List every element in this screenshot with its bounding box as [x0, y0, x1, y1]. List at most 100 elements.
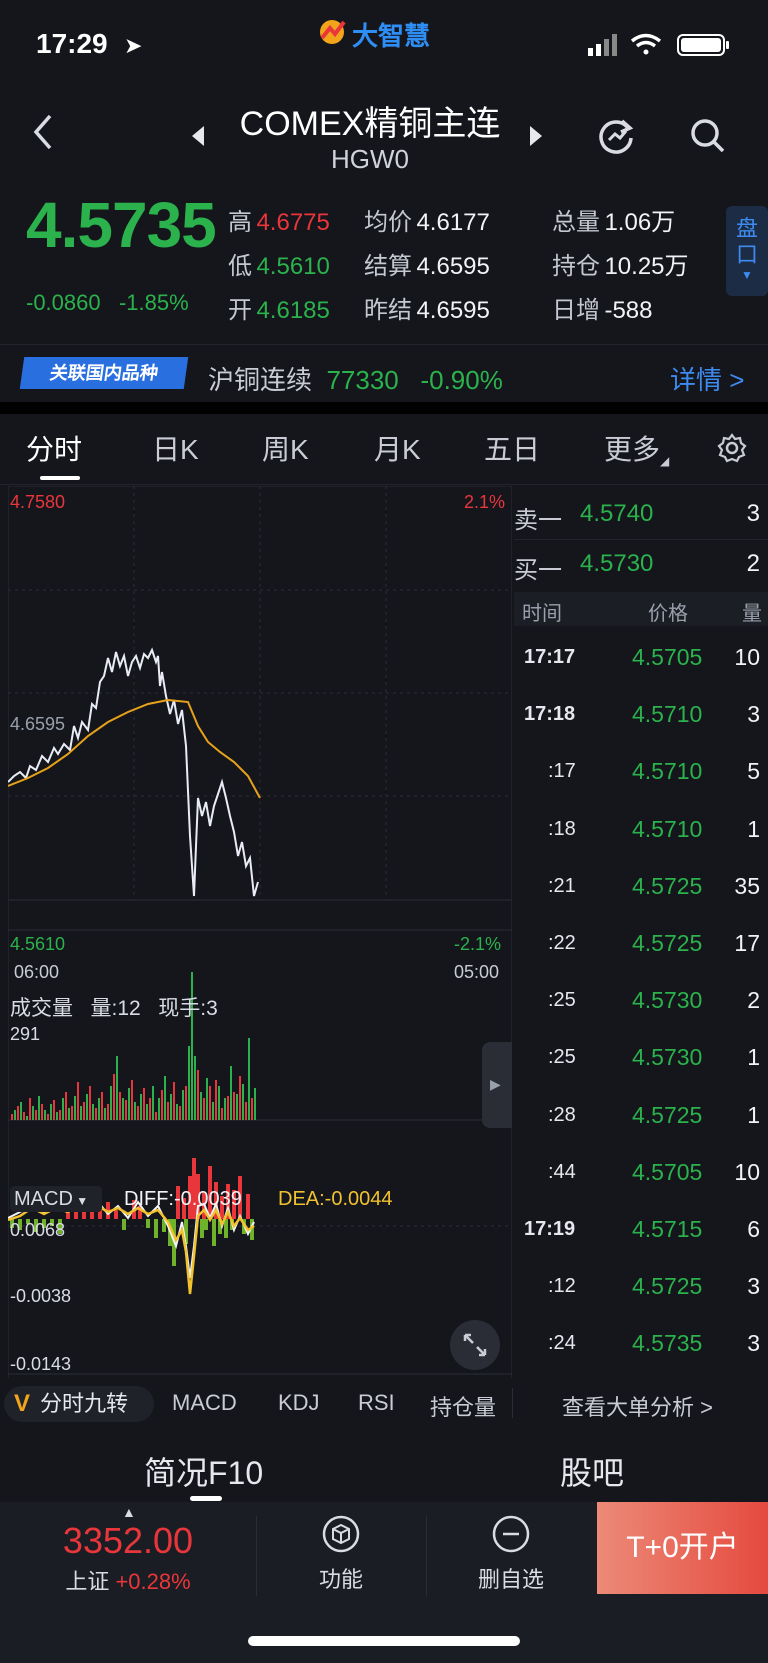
- avg-value: 4.6177: [416, 209, 490, 236]
- low-label: 低: [228, 253, 252, 280]
- macd-diff-value: DIFF:-0.0039: [124, 1188, 242, 1210]
- nine-turn-button[interactable]: V 分时九转: [4, 1386, 154, 1422]
- tick-price: 4.5730: [632, 987, 703, 1014]
- macd-dea-value: DEA:-0.0044: [278, 1188, 393, 1210]
- chart-settings-button[interactable]: [716, 432, 748, 469]
- bid-price: 4.5730: [580, 550, 654, 577]
- back-button[interactable]: [30, 112, 54, 163]
- contract-title: COMEX精铜主连: [239, 105, 501, 143]
- tab-daily-k[interactable]: 日K: [152, 434, 199, 465]
- refresh-button[interactable]: [596, 116, 636, 161]
- wifi-icon: [630, 33, 662, 55]
- tick-row: :25 4.5730 2: [514, 975, 768, 1032]
- function-button[interactable]: 功能: [256, 1512, 426, 1596]
- remove-watchlist-label: 删自选: [477, 1567, 544, 1592]
- tick-row: :24 4.5735 3: [514, 1318, 768, 1375]
- section-tab-indicator: [190, 1496, 222, 1501]
- tab-forum[interactable]: 股吧: [560, 1455, 625, 1491]
- price-change: -0.0860 -1.85%: [26, 290, 189, 316]
- indicator-macd[interactable]: MACD: [172, 1390, 237, 1415]
- volume-max: 291: [10, 1024, 41, 1044]
- tick-price: 4.5710: [632, 758, 703, 785]
- oi-field: 持仓 10.25万: [552, 246, 689, 281]
- search-button[interactable]: [688, 116, 728, 161]
- bid-qty: 2: [746, 550, 760, 577]
- tick-row: :18 4.5710 1: [514, 804, 768, 861]
- open-account-button[interactable]: T+0开户: [597, 1502, 768, 1594]
- tick-time: :22: [548, 932, 576, 954]
- tick-time: :18: [548, 817, 576, 840]
- volume-current: 现手:3: [158, 997, 218, 1020]
- indicator-divider: [512, 1388, 513, 1418]
- indicator-rsi[interactable]: RSI: [358, 1390, 395, 1415]
- chart-mid-price: 4.6595: [10, 714, 66, 734]
- remove-watchlist-button[interactable]: 删自选: [426, 1512, 596, 1596]
- macd-top: 0.0068: [10, 1220, 66, 1240]
- tick-price: 4.5725: [632, 930, 703, 956]
- ask-qty: 3: [746, 500, 760, 527]
- tick-price: 4.5725: [632, 1101, 703, 1128]
- active-tab-indicator: [40, 476, 80, 480]
- settle-value: 4.6595: [416, 253, 490, 280]
- prev-settle-label: 昨结: [364, 297, 412, 324]
- fullscreen-button[interactable]: [450, 1320, 500, 1370]
- index-summary[interactable]: 上证 +0.28%: [0, 1564, 256, 1596]
- tick-row: :28 4.5725 1: [514, 1090, 768, 1147]
- tick-price: 4.5725: [632, 1273, 703, 1300]
- tick-qty: 3: [747, 1330, 760, 1357]
- battery-icon: [677, 34, 729, 56]
- prev-contract-button[interactable]: [192, 126, 204, 146]
- status-icons: [588, 32, 738, 63]
- tab-f10[interactable]: 简况F10: [144, 1455, 264, 1491]
- high-label: 高: [228, 209, 252, 236]
- tick-qty: 6: [747, 1216, 760, 1242]
- macd-select-label: MACD: [14, 1188, 73, 1210]
- tick-row: :21 4.5725 35: [514, 861, 768, 918]
- app-logo-icon: [320, 20, 346, 44]
- volume-label: 总量: [552, 209, 600, 236]
- chart-time-start: 06:00: [14, 962, 60, 982]
- tab-monthly-k[interactable]: 月K: [374, 434, 421, 465]
- collapse-panel-button[interactable]: ▶: [482, 1042, 512, 1128]
- related-info[interactable]: 沪铜连续 77330 -0.90%: [208, 360, 503, 397]
- section-divider: [0, 402, 768, 414]
- tick-time: :44: [548, 1160, 576, 1183]
- prev-settle-field: 昨结 4.6595: [364, 290, 490, 325]
- tick-row: :17 4.5710 5: [514, 746, 768, 803]
- home-indicator: [248, 1636, 520, 1646]
- related-domestic-strip[interactable]: [0, 344, 768, 402]
- macd-select[interactable]: MACD ▼: [10, 1186, 102, 1212]
- tick-price: 4.5730: [632, 1044, 703, 1071]
- tab-more[interactable]: 更多◢: [604, 428, 669, 468]
- tick-qty: 1: [747, 815, 760, 842]
- caret-down-icon: ▼: [741, 268, 753, 282]
- tick-time: :25: [548, 989, 576, 1012]
- tab-five-day[interactable]: 五日: [484, 434, 541, 465]
- macd-bottom: -0.0143: [10, 1354, 72, 1374]
- tick-qty: 35: [734, 872, 760, 899]
- related-detail-link[interactable]: 详情 >: [670, 365, 745, 395]
- tick-row: 17:18 4.5710 3: [514, 689, 768, 746]
- macd-dea-line: [7, 1200, 255, 1295]
- tick-price: 4.5705: [632, 1158, 703, 1185]
- tabs-divider: [0, 484, 768, 485]
- indicator-open-interest[interactable]: 持仓量: [430, 1395, 497, 1420]
- intraday-chart[interactable]: [7, 485, 513, 1378]
- related-pct: -0.90%: [420, 365, 503, 395]
- tick-time: :17: [548, 760, 576, 783]
- big-order-analysis-link[interactable]: 查看大单分析 >: [562, 1395, 713, 1420]
- tick-time: :25: [548, 1046, 576, 1069]
- related-badge: 关联国内品种: [19, 357, 189, 389]
- volume-value: 1.06万: [604, 209, 676, 236]
- order-book-toggle-button[interactable]: 盘口 ▼: [726, 206, 768, 296]
- tab-intraday[interactable]: 分时: [26, 434, 83, 465]
- tab-weekly-k[interactable]: 周K: [262, 434, 309, 465]
- index-value[interactable]: 3352.00: [62, 1520, 194, 1561]
- low-value: 4.5610: [256, 253, 330, 280]
- tick-qty: 17: [734, 930, 760, 956]
- last-price: 4.5735: [26, 189, 217, 261]
- indicator-kdj[interactable]: KDJ: [278, 1390, 320, 1415]
- avg-label: 均价: [364, 209, 412, 236]
- next-contract-button[interactable]: [530, 126, 542, 146]
- play-icon: ▶: [490, 1076, 501, 1092]
